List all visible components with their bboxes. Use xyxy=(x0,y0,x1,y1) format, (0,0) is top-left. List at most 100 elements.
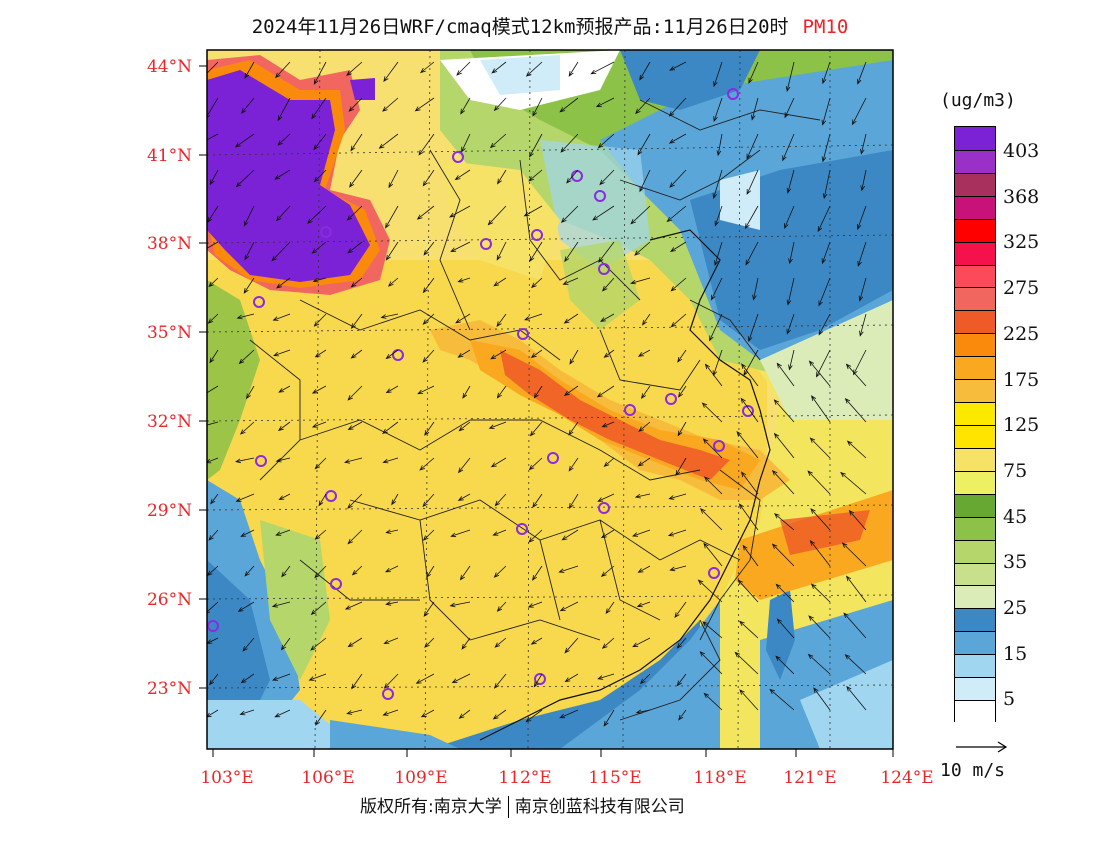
wind-arrow-icon xyxy=(810,583,831,603)
wind-arrow-icon xyxy=(347,241,363,254)
wind-arrow-icon xyxy=(496,241,507,261)
wind-arrow-icon xyxy=(314,529,327,540)
wind-arrow-icon xyxy=(776,362,795,387)
wind-arrow-icon xyxy=(821,97,831,126)
wind-arrow-icon xyxy=(597,673,615,680)
wind-arrow-icon xyxy=(600,313,615,322)
latitude-ticks: 44°N 41°N 38°N 35°N 32°N 29°N 26°N 23°N xyxy=(147,57,207,699)
wind-arrow-icon xyxy=(380,313,399,319)
wind-arrow-icon xyxy=(346,205,363,221)
wind-arrow-icon xyxy=(307,205,327,224)
wind-arrow-icon xyxy=(312,277,327,283)
wind-arrow-icon xyxy=(846,440,867,459)
wind-arrow-icon xyxy=(313,61,327,85)
wind-arrow-icon xyxy=(844,398,867,423)
wind-arrow-icon xyxy=(561,529,579,541)
wind-arrow-icon xyxy=(630,277,651,285)
wind-arrow-icon xyxy=(525,709,543,723)
wind-arrow-icon xyxy=(235,493,255,502)
wind-arrow-icon xyxy=(784,97,795,119)
wind-arrow-icon xyxy=(678,385,687,398)
wind-arrow-icon xyxy=(244,61,255,79)
wind-arrow-icon xyxy=(747,313,759,343)
wind-arrow-icon xyxy=(391,493,399,506)
colorbar-segment xyxy=(955,264,995,288)
wind-arrow-icon xyxy=(278,385,291,393)
wind-arrow-icon xyxy=(564,241,579,263)
wind-arrow-icon xyxy=(670,241,687,252)
wind-arrow-icon xyxy=(775,655,795,675)
wind-arrow-icon xyxy=(666,205,687,223)
wind-arrow-icon xyxy=(668,493,687,500)
wind-arrow-icon xyxy=(697,579,723,603)
wind-arrow-icon xyxy=(562,277,579,285)
wind-arrow-icon xyxy=(841,542,867,567)
wind-arrow-icon xyxy=(235,169,255,188)
wind-arrow-icon xyxy=(808,360,831,387)
wind-arrow-icon xyxy=(494,493,507,507)
wind-arrow-icon xyxy=(314,457,327,470)
lon-tick-label: 109°E xyxy=(394,768,447,788)
wind-arrow-icon xyxy=(745,241,759,266)
wind-arrow-icon xyxy=(568,493,579,509)
copyright-left: 版权所有:南京大学 xyxy=(360,797,502,817)
wind-arrow-icon xyxy=(845,363,867,387)
wind-arrow-icon xyxy=(348,97,363,112)
colorbar-label: 325 xyxy=(1003,231,1040,254)
wind-arrow-icon xyxy=(853,349,867,376)
wind-arrow-icon xyxy=(276,277,291,289)
wind-arrow-icon xyxy=(843,612,867,639)
wind-arrow-icon xyxy=(568,421,579,436)
wind-arrow-icon xyxy=(712,169,723,200)
wind-arrow-icon xyxy=(207,385,219,394)
wind-arrow-icon xyxy=(273,349,291,357)
wind-arrow-icon xyxy=(311,241,327,254)
wind-arrow-icon xyxy=(493,277,507,287)
wind-arrow-icon xyxy=(418,133,435,156)
wind-arrow-icon xyxy=(529,241,543,262)
colorbar-label: 45 xyxy=(1003,505,1028,528)
wind-arrow-icon xyxy=(674,601,687,619)
wind-arrow-icon xyxy=(281,565,291,578)
wind-arrow-icon xyxy=(641,385,651,400)
wind-arrow-icon xyxy=(811,395,831,423)
wind-arrow-icon xyxy=(347,529,363,545)
wind-arrow-icon xyxy=(532,565,543,581)
wind-arrow-icon xyxy=(239,421,255,435)
wind-arrow-icon xyxy=(277,421,291,432)
wind-arrow-icon xyxy=(382,709,399,716)
wind-arrow-icon xyxy=(530,349,543,358)
wind-arrow-icon xyxy=(532,493,543,508)
wind-arrow-icon xyxy=(744,205,759,230)
wind-arrow-icon xyxy=(457,349,471,358)
wind-arrow-icon xyxy=(496,601,507,612)
lon-tick-label: 112°E xyxy=(498,768,551,788)
lat-tick-label: 38°N xyxy=(147,234,192,254)
wind-arrow-icon xyxy=(845,575,867,603)
wind-arrow-icon xyxy=(382,97,399,112)
wind-arrow-icon xyxy=(785,61,795,93)
wind-arrow-icon xyxy=(494,637,507,648)
wind-arrow-icon xyxy=(207,457,219,464)
colorbar-label: 403 xyxy=(1003,140,1040,162)
wind-arrow-icon xyxy=(278,493,291,500)
wind-arrow-icon xyxy=(210,493,219,505)
wind-arrow-icon xyxy=(419,457,435,471)
wind-arrow-icon xyxy=(701,402,723,423)
wind-arrow-icon xyxy=(275,529,291,536)
wind-arrow-icon xyxy=(809,437,831,459)
wind-arrow-icon xyxy=(489,133,507,149)
wind-arrow-icon xyxy=(748,61,759,84)
wind-arrow-icon xyxy=(277,97,291,122)
wind-arrow-icon xyxy=(603,457,615,467)
wind-arrow-icon xyxy=(813,687,831,711)
wind-arrow-icon xyxy=(590,61,615,75)
wind-arrow-icon xyxy=(525,61,543,77)
wind-arrow-icon xyxy=(454,169,471,181)
wind-arrow-icon xyxy=(415,673,435,684)
wind-arrow-icon xyxy=(310,601,327,615)
wind-arrow-icon xyxy=(497,169,507,185)
wind-arrow-icon xyxy=(496,313,507,328)
wind-arrow-icon xyxy=(788,349,795,371)
wind-arrow-icon xyxy=(383,61,399,83)
